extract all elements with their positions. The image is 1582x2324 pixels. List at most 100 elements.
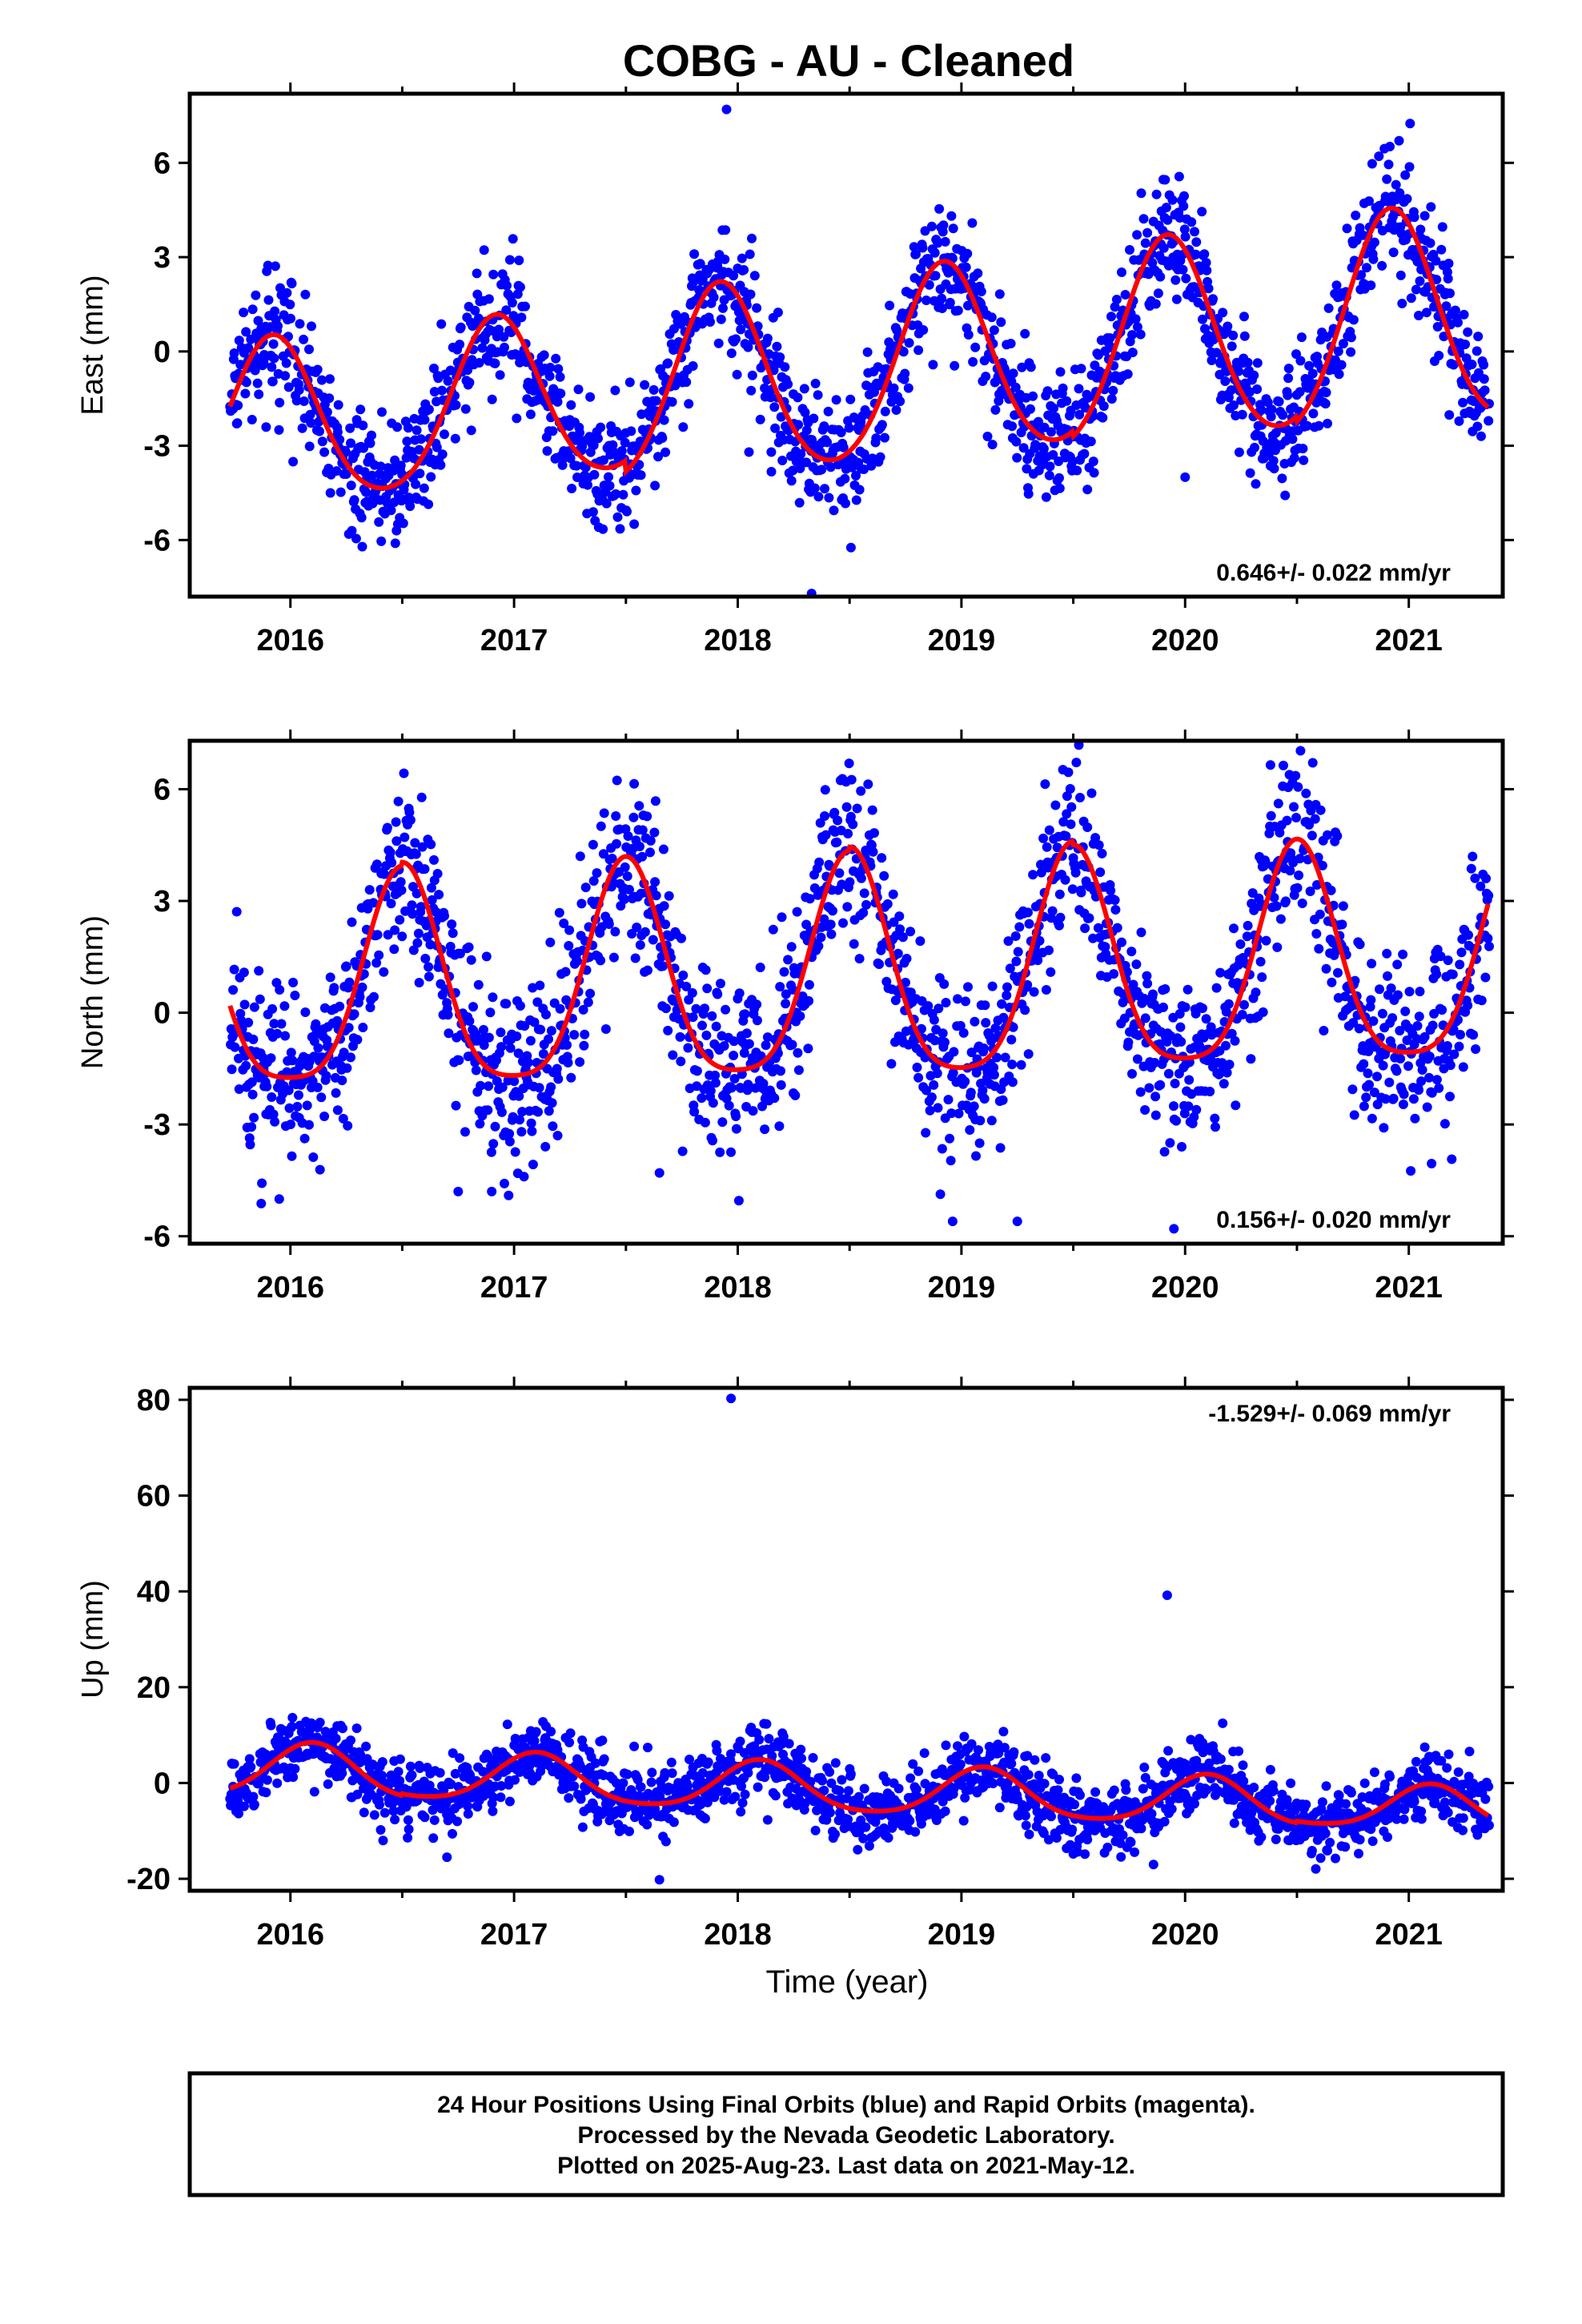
- data-point: [317, 375, 327, 385]
- data-point: [1024, 919, 1034, 929]
- data-point: [859, 888, 869, 899]
- data-point: [1387, 1013, 1398, 1023]
- data-point: [539, 350, 549, 360]
- data-point: [520, 301, 530, 312]
- data-point: [974, 1745, 983, 1755]
- data-point: [1388, 1093, 1399, 1104]
- data-point: [731, 334, 741, 344]
- data-point: [1354, 1023, 1364, 1034]
- data-point: [831, 395, 841, 405]
- data-point: [917, 243, 928, 253]
- data-point: [1456, 1030, 1465, 1039]
- data-point: [829, 807, 840, 818]
- data-point: [1281, 896, 1291, 907]
- data-point: [248, 1791, 259, 1802]
- data-point: [891, 405, 901, 415]
- data-point: [1229, 400, 1239, 410]
- data-point: [544, 1034, 553, 1044]
- data-point: [670, 380, 681, 391]
- data-point: [1282, 815, 1292, 826]
- data-point: [841, 802, 852, 812]
- data-point: [1346, 332, 1356, 343]
- data-point: [389, 497, 400, 508]
- data-points: [226, 741, 1494, 1234]
- data-point: [1484, 941, 1494, 951]
- data-point: [1054, 889, 1065, 899]
- data-point: [1202, 265, 1212, 275]
- data-point: [1088, 456, 1098, 467]
- data-point: [830, 1829, 840, 1839]
- data-point: [312, 364, 323, 375]
- data-point: [396, 460, 406, 471]
- data-point: [1211, 348, 1222, 358]
- data-point: [777, 456, 788, 465]
- data-point: [1007, 1059, 1018, 1070]
- data-point: [1395, 270, 1406, 280]
- data-point: [622, 871, 632, 882]
- data-point: [941, 998, 951, 1007]
- data-point: [279, 1001, 290, 1011]
- data-point: [1484, 416, 1494, 426]
- data-point: [313, 1043, 323, 1053]
- data-point: [247, 1089, 258, 1100]
- data-point: [1014, 922, 1025, 932]
- data-point: [1346, 347, 1356, 357]
- data-point: [403, 1832, 413, 1843]
- data-point: [544, 1106, 554, 1116]
- data-point: [1132, 230, 1142, 240]
- data-point: [1294, 870, 1304, 880]
- data-point: [1197, 207, 1207, 217]
- data-point: [1147, 258, 1158, 268]
- data-point: [552, 1131, 563, 1140]
- data-point: [970, 342, 981, 352]
- data-point: [637, 851, 648, 862]
- data-point: [1227, 1028, 1237, 1039]
- data-point: [509, 1076, 520, 1087]
- data-point: [395, 1775, 405, 1786]
- data-point: [1411, 284, 1421, 295]
- data-point: [1125, 245, 1134, 255]
- data-point: [823, 406, 833, 416]
- data-point: [820, 811, 829, 821]
- data-point: [1136, 188, 1146, 199]
- data-point: [893, 948, 903, 959]
- data-point: [651, 891, 661, 901]
- data-point: [1415, 276, 1425, 286]
- data-point: [463, 1801, 473, 1811]
- data-point: [1266, 810, 1276, 821]
- data-point: [636, 1782, 646, 1792]
- data-point: [1075, 1790, 1085, 1800]
- data-point: [1291, 813, 1301, 822]
- data-point: [1257, 972, 1267, 983]
- data-point: [1395, 1054, 1406, 1063]
- data-point: [565, 453, 576, 464]
- data-point: [777, 1739, 787, 1749]
- data-point: [688, 361, 698, 371]
- data-point: [1443, 259, 1454, 268]
- data-point: [1334, 369, 1344, 380]
- data-point: [994, 1748, 1004, 1759]
- data-point: [412, 425, 422, 436]
- data-point: [512, 413, 522, 424]
- data-point: [285, 300, 295, 310]
- data-point: [1206, 1022, 1216, 1032]
- data-point: [246, 1762, 256, 1772]
- data-point: [287, 1055, 298, 1066]
- data-point: [776, 1080, 786, 1090]
- data-point: [611, 811, 621, 821]
- data-point: [1272, 942, 1283, 952]
- data-point: [739, 265, 749, 275]
- data-point: [1392, 959, 1403, 970]
- data-point: [895, 924, 905, 935]
- data-point: [900, 368, 910, 379]
- data-point: [280, 371, 291, 381]
- y-tick-label: 6: [154, 773, 171, 806]
- data-point: [1071, 1773, 1082, 1783]
- data-point: [436, 460, 446, 470]
- data-point: [1171, 1116, 1182, 1126]
- data-point: [624, 1826, 634, 1836]
- data-point: [1427, 1088, 1437, 1098]
- data-point: [992, 1052, 1002, 1063]
- data-point: [783, 379, 793, 389]
- data-point: [555, 372, 565, 382]
